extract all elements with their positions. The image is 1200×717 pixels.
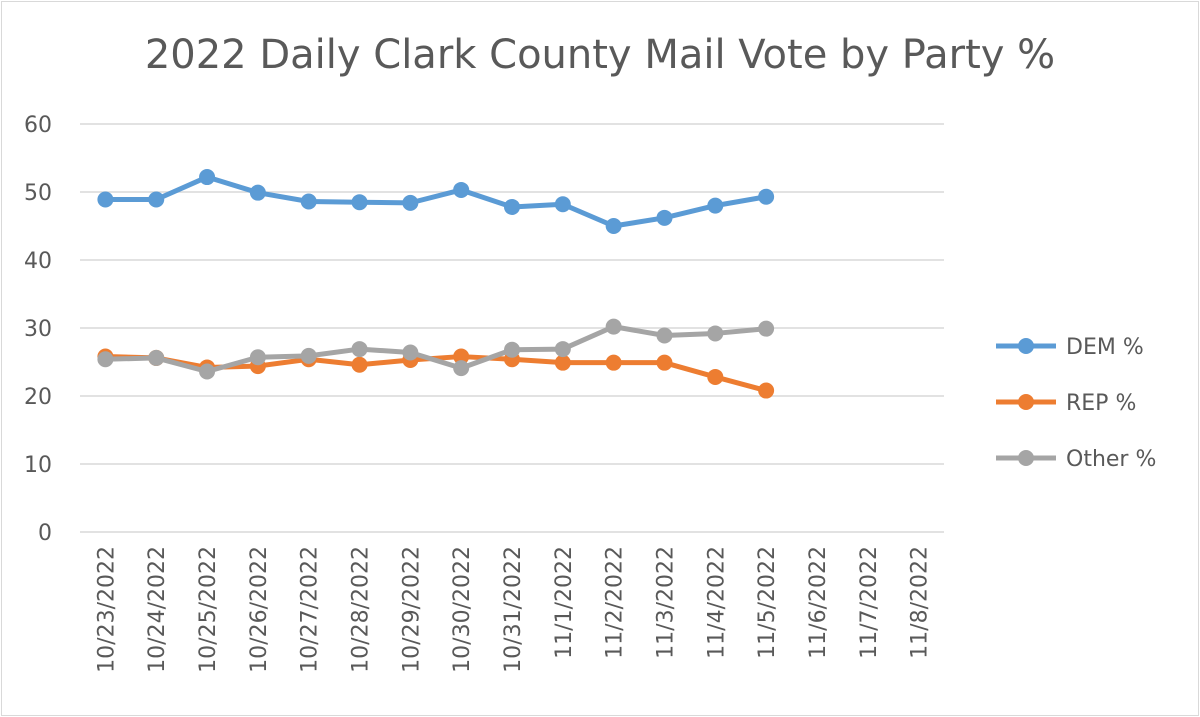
x-tick-label: 10/31/2022 [501, 546, 526, 673]
x-tick-label: 11/7/2022 [857, 546, 882, 659]
x-tick-label: 10/27/2022 [298, 546, 323, 673]
x-tick-label: 11/6/2022 [806, 546, 831, 659]
data-point [758, 382, 775, 399]
legend-entry: Other % [996, 447, 1156, 472]
data-point [453, 360, 470, 377]
data-point [707, 197, 724, 214]
data-point [504, 198, 520, 215]
legend-label: REP % [1066, 391, 1136, 416]
series-0 [97, 169, 775, 234]
x-tick-label: 10/30/2022 [450, 546, 475, 673]
y-tick-label: 10 [24, 453, 52, 478]
gridlines [80, 123, 944, 533]
y-tick-label: 60 [24, 113, 52, 138]
data-point [351, 341, 368, 358]
data-point [656, 209, 673, 226]
data-point [199, 363, 216, 380]
x-tick-label: 10/26/2022 [247, 546, 272, 673]
data-point [249, 184, 266, 201]
series-2 [97, 318, 775, 380]
data-point [148, 349, 165, 366]
data-point [605, 318, 622, 335]
series-line [102, 174, 769, 229]
series-1 [97, 348, 775, 399]
legend-entry: REP % [996, 391, 1136, 416]
chart-title: 2022 Daily Clark County Mail Vote by Par… [144, 32, 1056, 78]
data-point [300, 347, 317, 364]
data-point [707, 368, 724, 385]
legend-entry: DEM % [996, 335, 1144, 360]
y-tick-label: 20 [24, 385, 52, 410]
legend-marker [1018, 338, 1034, 354]
data-point [758, 320, 775, 337]
data-point [300, 193, 317, 210]
data-point [554, 341, 571, 358]
y-axis-ticks: 0 10 20 30 40 50 60 [24, 113, 52, 546]
x-tick-label: 10/25/2022 [196, 546, 221, 673]
data-point [656, 327, 673, 344]
data-point [605, 354, 622, 371]
x-tick-label: 11/5/2022 [755, 546, 780, 659]
data-point [148, 191, 165, 208]
data-point [554, 196, 571, 213]
data-point [199, 169, 216, 186]
data-point [453, 181, 470, 198]
x-tick-label: 10/29/2022 [399, 546, 424, 673]
data-point [605, 218, 622, 234]
x-tick-label: 11/8/2022 [908, 546, 933, 659]
x-tick-label: 10/23/2022 [94, 546, 119, 673]
data-point [453, 348, 470, 365]
data-point [351, 194, 368, 211]
x-tick-label: 10/28/2022 [349, 546, 374, 673]
y-tick-label: 30 [24, 317, 52, 342]
legend: DEM % REP % Other % [996, 335, 1156, 472]
data-point [402, 194, 419, 211]
series-line [102, 324, 769, 375]
data-point [707, 325, 724, 342]
data-point [758, 188, 775, 205]
data-point [554, 354, 571, 371]
legend-marker [1018, 394, 1034, 410]
data-point [97, 351, 114, 368]
data-point [504, 341, 520, 358]
legend-label: DEM % [1066, 335, 1144, 360]
y-tick-label: 50 [24, 181, 52, 206]
legend-label: Other % [1066, 447, 1156, 472]
data-point [249, 349, 266, 366]
legend-marker [1018, 450, 1034, 466]
x-tick-label: 11/3/2022 [653, 546, 678, 659]
series-lines [97, 169, 775, 399]
data-point [351, 356, 368, 373]
x-axis-ticks: 10/23/2022 10/24/2022 10/25/2022 10/26/2022… [94, 546, 932, 673]
y-tick-label: 40 [24, 249, 52, 274]
x-tick-label: 10/24/2022 [145, 546, 170, 673]
y-tick-label: 0 [38, 521, 52, 546]
data-point [97, 191, 114, 208]
x-tick-label: 11/4/2022 [704, 546, 729, 659]
x-tick-label: 11/2/2022 [603, 546, 628, 659]
data-point [402, 344, 419, 361]
data-point [656, 354, 673, 371]
x-tick-label: 11/1/2022 [552, 546, 577, 659]
